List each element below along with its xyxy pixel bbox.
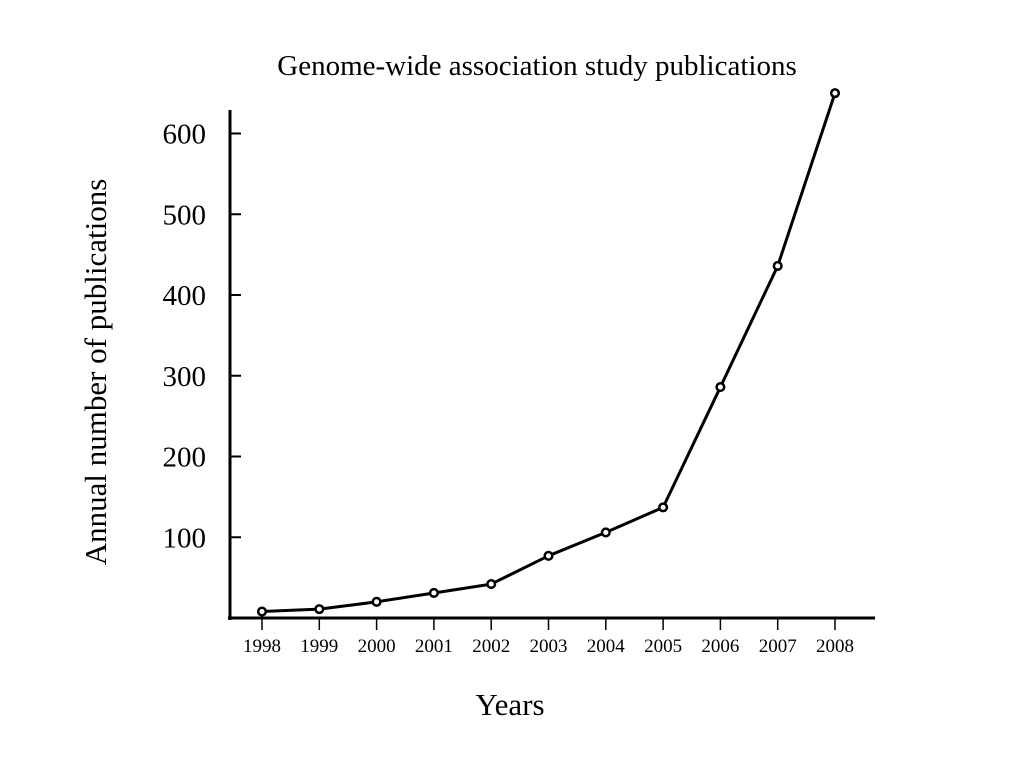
data-point xyxy=(600,527,611,538)
y-tick-label: 100 xyxy=(163,522,207,554)
y-tick-label: 300 xyxy=(163,361,207,393)
data-point xyxy=(715,382,726,393)
x-tick-label: 2005 xyxy=(644,636,682,657)
x-tick-label: 2008 xyxy=(816,636,854,657)
x-tick-label: 2003 xyxy=(530,636,568,657)
y-tick-label: 500 xyxy=(163,199,207,231)
x-tick-label: 2004 xyxy=(587,636,626,657)
data-point xyxy=(829,88,841,99)
y-tick-label: 200 xyxy=(163,442,207,474)
data-point xyxy=(543,550,554,561)
data-point xyxy=(486,579,497,590)
data-point xyxy=(371,596,382,607)
y-tick-label: 400 xyxy=(163,280,207,312)
x-tick-label: 2001 xyxy=(415,636,453,657)
x-axis-label: Years xyxy=(475,687,544,722)
x-tick-label: 2000 xyxy=(358,636,396,657)
x-tick-label: 2007 xyxy=(759,636,797,657)
data-point xyxy=(428,587,439,599)
data-point xyxy=(256,606,268,617)
x-ticks: 1998 1999 2000 2001 2002 2003 2004 2005 2006 2007… xyxy=(243,618,854,657)
data-point xyxy=(772,260,783,271)
chart-title: Genome-wide association study publicatio… xyxy=(277,50,796,82)
x-tick-label: 2002 xyxy=(472,636,510,657)
x-tick-label: 1998 xyxy=(243,636,281,657)
x-tick-label: 1999 xyxy=(300,636,338,657)
x-tick-label: 2006 xyxy=(701,636,739,657)
data-points xyxy=(256,88,841,617)
y-ticks: 100 200 300 400 500 600 xyxy=(163,119,241,554)
y-tick-label: 600 xyxy=(163,119,207,151)
y-axis-label: Annual number of publications xyxy=(78,179,113,566)
data-point xyxy=(314,604,325,615)
series-line xyxy=(261,92,837,614)
data-point xyxy=(658,502,669,513)
